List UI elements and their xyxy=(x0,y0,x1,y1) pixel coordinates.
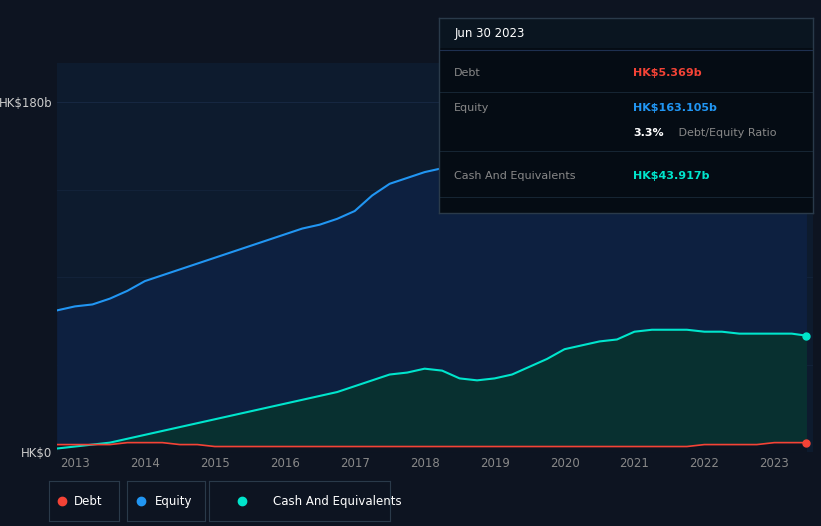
Text: Debt: Debt xyxy=(74,494,103,508)
Text: HK$5.369b: HK$5.369b xyxy=(634,68,702,78)
Text: Jun 30 2023: Jun 30 2023 xyxy=(454,26,525,39)
FancyBboxPatch shape xyxy=(439,18,813,48)
Text: Equity: Equity xyxy=(154,494,192,508)
Text: Cash And Equivalents: Cash And Equivalents xyxy=(273,494,401,508)
Text: Debt: Debt xyxy=(454,68,481,78)
Text: Debt/Equity Ratio: Debt/Equity Ratio xyxy=(675,128,776,138)
Text: 3.3%: 3.3% xyxy=(634,128,664,138)
Text: HK$163.105b: HK$163.105b xyxy=(634,103,718,113)
Text: Cash And Equivalents: Cash And Equivalents xyxy=(454,171,576,181)
Text: Equity: Equity xyxy=(454,103,489,113)
Text: HK$43.917b: HK$43.917b xyxy=(634,171,710,181)
